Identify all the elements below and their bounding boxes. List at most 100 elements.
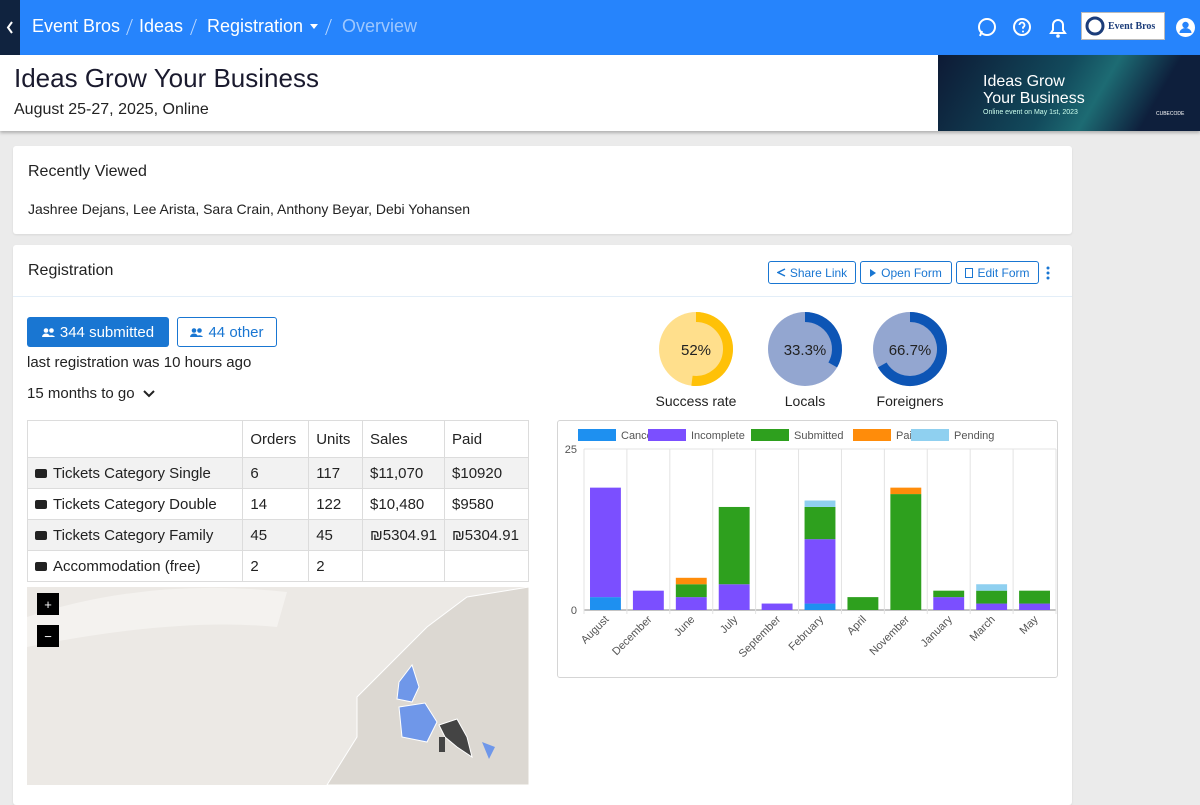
bar-segment xyxy=(976,590,1008,604)
cell-value: $10920 xyxy=(452,464,503,482)
donut-base xyxy=(768,312,842,386)
header-row: Orders Units Sales Paid xyxy=(26,420,529,458)
x-tick-label: April xyxy=(845,614,869,638)
header-cell: Orders xyxy=(242,420,310,458)
y-tick-label: 25 xyxy=(565,444,577,456)
donut-arc xyxy=(804,312,842,368)
cell-value: 122 xyxy=(316,495,342,513)
table-row: Tickets Category Double 14 122 $10,480 $9580 xyxy=(26,488,529,520)
breadcrumb[interactable]: Registration xyxy=(207,16,304,36)
people-icon xyxy=(41,327,55,337)
submitted-button[interactable]: 344 submitted xyxy=(27,317,169,347)
bar-segment xyxy=(976,584,1008,591)
x-tick-label: September xyxy=(737,613,784,660)
bar-segment xyxy=(675,577,707,585)
other-button[interactable]: 44 other xyxy=(177,317,277,347)
zoom-in-button[interactable]: + xyxy=(37,593,59,615)
chevron-down xyxy=(142,389,155,397)
registration-table: Orders Units Sales Paid Tickets Category Sin… xyxy=(26,420,529,582)
bar-segment xyxy=(1019,603,1050,610)
cell-value: ₪5304.91 xyxy=(370,526,438,544)
table-cell: Tickets Category Double xyxy=(26,488,244,520)
table-row: Tickets Category Family 45 45 ₪5304.91 ₪5304… xyxy=(26,519,529,551)
event-banner: Ideas Grow Your Business Online event on… xyxy=(938,55,1200,131)
table-cell: 2 xyxy=(242,550,310,582)
map[interactable]: + − xyxy=(27,587,529,785)
legend-swatch xyxy=(853,429,891,441)
event-date: August 25-27, 2025, Online xyxy=(14,101,209,118)
cell-value: 6 xyxy=(250,464,259,482)
edit-form-button[interactable]: Edit Form xyxy=(956,261,1039,284)
separator xyxy=(190,19,197,35)
map-shapes xyxy=(27,587,529,785)
bar-chart: Canceled Incomplete Submitted Paid Pending02… xyxy=(557,420,1058,678)
countdown-text: 15 months to go xyxy=(27,385,135,402)
bar-segment xyxy=(804,500,836,507)
bar-segment xyxy=(804,539,836,604)
open-form-button[interactable]: Open Form xyxy=(860,261,952,284)
recently-viewed-card: Recently Viewed Jashree Dejans, Lee Aris… xyxy=(13,146,1072,234)
breadcrumb[interactable]: Ideas xyxy=(139,16,184,36)
legend-swatch xyxy=(648,429,686,441)
event-title: Ideas Grow Your Business xyxy=(14,63,319,93)
bar-segment xyxy=(976,603,1008,610)
breadcrumb[interactable]: Event Bros xyxy=(32,16,121,36)
divider xyxy=(13,296,1072,297)
x-tick-label: June xyxy=(672,614,697,639)
table-cell: ₪5304.91 xyxy=(362,519,446,551)
header-cell: Paid xyxy=(444,420,529,458)
legend-label: Pending xyxy=(954,430,994,442)
share-link-button[interactable]: Share Link xyxy=(768,261,856,284)
donut-label: 52% xyxy=(681,342,711,359)
breadcrumb-current: Overview xyxy=(342,16,418,36)
row-label: Tickets Category Double xyxy=(53,495,217,513)
more-menu[interactable] xyxy=(1044,264,1052,282)
edit-icon xyxy=(965,267,974,278)
whatsapp-icon[interactable] xyxy=(976,16,1000,40)
table-cell: Tickets Category Single xyxy=(26,457,244,489)
cell-value: $9580 xyxy=(452,495,494,513)
recent-names[interactable]: Jashree Dejans, Lee Arista, Sara Crain, … xyxy=(28,201,471,217)
bar-segment xyxy=(804,506,836,540)
account-logo[interactable]: Event Bros xyxy=(1081,12,1165,40)
table-cell: 6 xyxy=(242,457,310,489)
countdown[interactable]: 15 months to go xyxy=(27,385,155,402)
notifications-icon[interactable] xyxy=(1047,16,1069,40)
help-icon[interactable] xyxy=(1011,16,1035,40)
logo-text: Event Bros xyxy=(1108,20,1156,32)
donut-base xyxy=(659,312,733,386)
x-tick-label: December xyxy=(610,613,655,658)
share-icon xyxy=(776,268,786,277)
banner-brand: CUBECODE xyxy=(1156,111,1185,117)
legend-label: Submitted xyxy=(794,430,844,442)
play-icon xyxy=(870,268,877,277)
donut-charts: 52% Success rate 33.3% Locals 66.7% Foreigner… xyxy=(656,312,947,409)
separator xyxy=(126,19,133,35)
button-label: 344 submitted xyxy=(59,323,155,341)
back-button[interactable] xyxy=(0,0,20,55)
y-tick-label: 0 xyxy=(571,605,577,617)
bar-segment xyxy=(847,597,879,610)
top-bar: Event Bros Ideas Registration Overview E… xyxy=(0,0,1200,55)
table-cell: 117 xyxy=(308,457,364,489)
cell-value: $11,070 xyxy=(370,464,424,482)
legend-swatch xyxy=(578,429,616,441)
zoom-out-button[interactable]: − xyxy=(37,625,59,647)
donut-title: Foreigners xyxy=(877,393,944,409)
profile-icon[interactable] xyxy=(1175,17,1196,38)
table-cell: $10,480 xyxy=(362,488,446,520)
row-label: Tickets Category Single xyxy=(53,464,211,482)
separator xyxy=(325,19,332,35)
back-icon xyxy=(6,21,13,34)
cell-value: 14 xyxy=(250,495,268,513)
donut-arc xyxy=(877,312,947,386)
cell-value: 2 xyxy=(250,557,259,575)
legend-label: Incomplete xyxy=(691,430,745,442)
row-icon xyxy=(35,499,47,509)
table-cell: Tickets Category Family xyxy=(26,519,244,551)
x-tick-label: July xyxy=(718,613,741,636)
table-cell: 122 xyxy=(308,488,364,520)
bar-segment xyxy=(590,597,621,610)
legend-swatch xyxy=(751,429,789,441)
table-cell: 45 xyxy=(308,519,364,551)
